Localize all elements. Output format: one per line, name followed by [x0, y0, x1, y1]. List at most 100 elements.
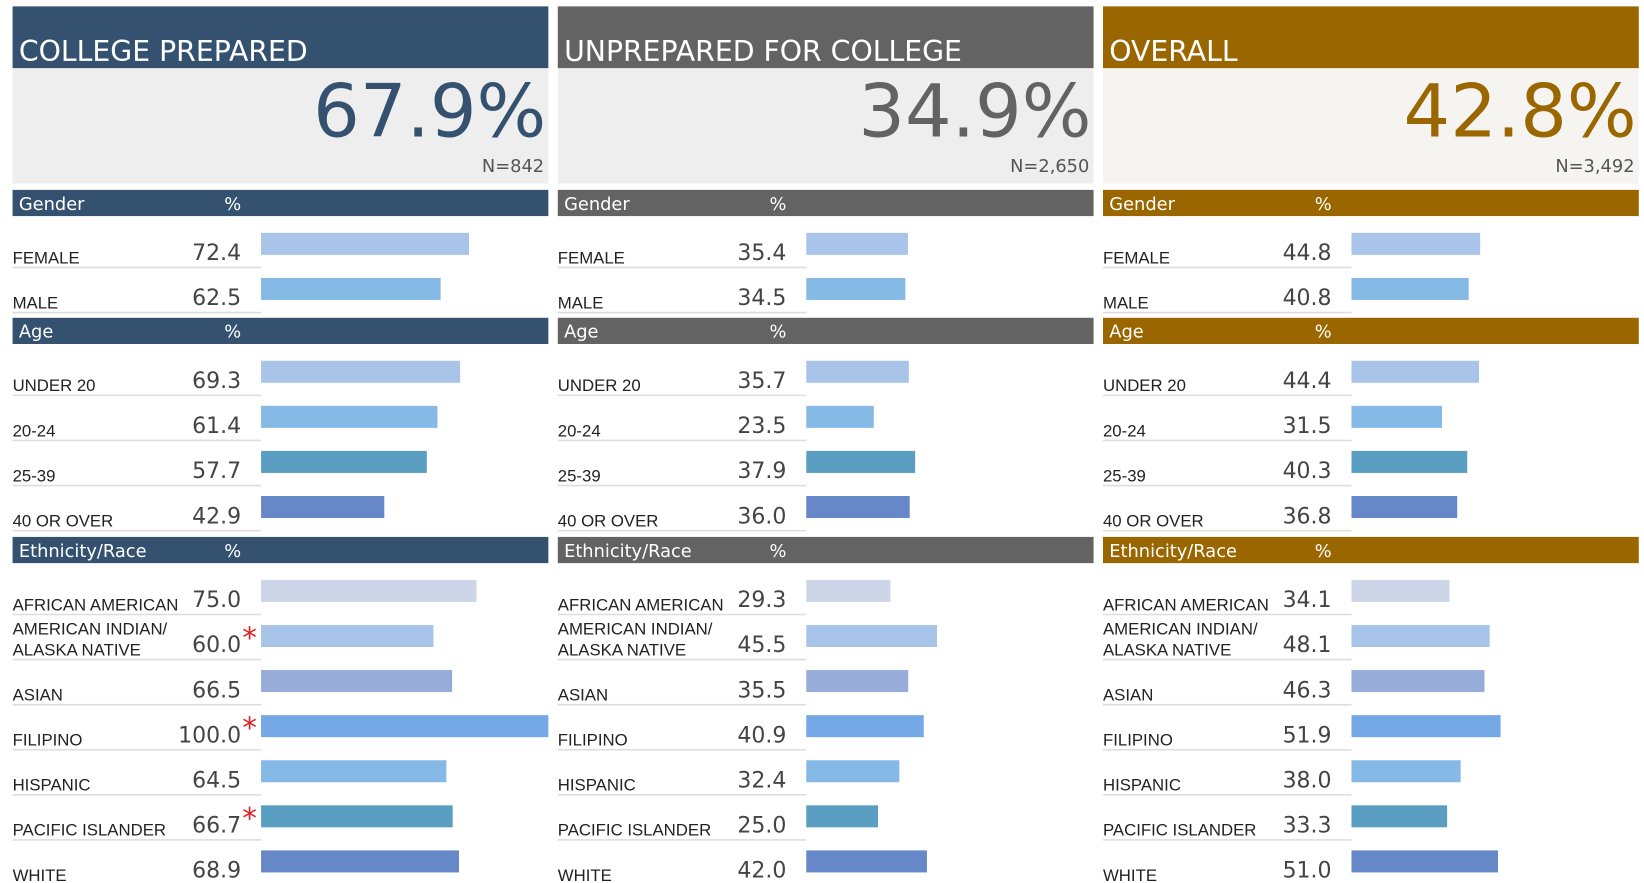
bar — [261, 715, 549, 738]
bar — [1351, 624, 1490, 647]
category-label: FEMALE — [558, 248, 625, 267]
bar — [261, 670, 453, 693]
bar — [1351, 579, 1450, 602]
group-name: Age — [564, 322, 598, 343]
overall-value: 34.9% — [858, 69, 1091, 154]
category-label: 25-39 — [13, 466, 56, 485]
category-label: MALE — [1103, 293, 1149, 312]
bar — [261, 624, 434, 647]
group-value-header: % — [224, 194, 241, 215]
n-label: N=2,650 — [1010, 156, 1089, 177]
category-label: WHITE — [558, 866, 612, 883]
value-label: 44.8 — [1283, 241, 1332, 266]
category-label: UNDER 20 — [13, 376, 96, 395]
bar — [1351, 277, 1469, 300]
bar — [806, 850, 927, 873]
category-label: UNDER 20 — [1103, 376, 1186, 395]
category-label: 40 OR OVER — [13, 511, 114, 530]
bar — [261, 760, 447, 783]
value-label: 35.4 — [737, 241, 786, 266]
bar — [806, 579, 891, 602]
value-label: 29.3 — [737, 588, 786, 613]
overall-value: 67.9% — [313, 69, 546, 154]
value-label: 72.4 — [192, 241, 241, 266]
bar — [806, 805, 879, 828]
value-label: 33.3 — [1283, 814, 1332, 839]
group-name: Ethnicity/Race — [564, 541, 692, 562]
category-label: AMERICAN INDIAN/ ALASKA NATIVE — [1103, 619, 1262, 659]
value-label: 42.9 — [192, 504, 241, 529]
category-label: HISPANIC — [558, 776, 636, 795]
group-value-header: % — [769, 541, 786, 562]
bar — [806, 232, 908, 255]
value-label: 60.0 — [192, 633, 241, 658]
category-label: FILIPINO — [13, 731, 83, 750]
group-value-header: % — [1315, 194, 1332, 215]
value-label: 25.0 — [737, 814, 786, 839]
value-label: 40.9 — [737, 723, 786, 748]
flag: * — [242, 801, 257, 835]
overall-value: 42.8% — [1404, 69, 1637, 154]
group-value-header: % — [769, 194, 786, 215]
summary-box — [12, 68, 549, 184]
group-name: Age — [19, 322, 53, 343]
bar — [806, 760, 900, 783]
value-label: 64.5 — [192, 768, 241, 793]
category-label: 20-24 — [13, 421, 56, 440]
bar — [261, 277, 441, 300]
flag: * — [242, 621, 257, 655]
category-label: AMERICAN INDIAN/ ALASKA NATIVE — [13, 619, 172, 659]
bar — [261, 450, 427, 473]
category-label: AFRICAN AMERICAN — [1103, 595, 1269, 614]
value-label: 38.0 — [1283, 768, 1332, 793]
group-value-header: % — [224, 541, 241, 562]
panel-header — [557, 6, 1094, 69]
bar — [806, 277, 906, 300]
bar — [806, 496, 910, 519]
panel-title: UNPREPARED FOR COLLEGE — [564, 35, 962, 68]
value-label: 46.3 — [1283, 678, 1332, 703]
bar — [1351, 405, 1442, 428]
group-header — [1102, 317, 1639, 344]
category-label: 20-24 — [558, 421, 601, 440]
category-label: HISPANIC — [1103, 776, 1181, 795]
category-label: ASIAN — [558, 685, 608, 704]
value-label: 62.5 — [192, 286, 241, 311]
value-label: 31.5 — [1283, 414, 1332, 439]
category-label: 25-39 — [1103, 466, 1146, 485]
bar — [1351, 715, 1501, 738]
bar — [806, 670, 909, 693]
bar — [1351, 450, 1468, 473]
group-value-header: % — [1315, 322, 1332, 343]
value-label: 51.9 — [1283, 723, 1332, 748]
value-label: 40.8 — [1283, 286, 1332, 311]
n-label: N=842 — [482, 156, 544, 177]
group-value-header: % — [769, 322, 786, 343]
value-label: 69.3 — [192, 369, 241, 394]
bar — [1351, 496, 1458, 519]
category-label: FILIPINO — [1103, 731, 1173, 750]
category-label: MALE — [558, 293, 604, 312]
value-label: 44.4 — [1283, 369, 1332, 394]
category-label: 40 OR OVER — [1103, 511, 1204, 530]
value-label: 32.4 — [737, 768, 786, 793]
category-label: WHITE — [13, 866, 67, 883]
bar — [806, 624, 937, 647]
group-name: Ethnicity/Race — [19, 541, 147, 562]
bar — [1351, 760, 1461, 783]
category-label: PACIFIC ISLANDER — [558, 821, 711, 840]
category-label: 25-39 — [558, 466, 601, 485]
category-label: FEMALE — [13, 248, 80, 267]
group-header — [557, 189, 1094, 217]
category-label: PACIFIC ISLANDER — [13, 821, 166, 840]
group-header — [1102, 189, 1639, 217]
bar — [806, 405, 874, 428]
value-label: 100.0 — [178, 723, 241, 748]
group-header — [1102, 536, 1639, 564]
category-label: WHITE — [1103, 866, 1157, 883]
category-label: PACIFIC ISLANDER — [1103, 821, 1256, 840]
n-label: N=3,492 — [1555, 156, 1634, 177]
panel-header — [12, 6, 549, 69]
group-header — [557, 317, 1094, 344]
bar — [261, 405, 438, 428]
